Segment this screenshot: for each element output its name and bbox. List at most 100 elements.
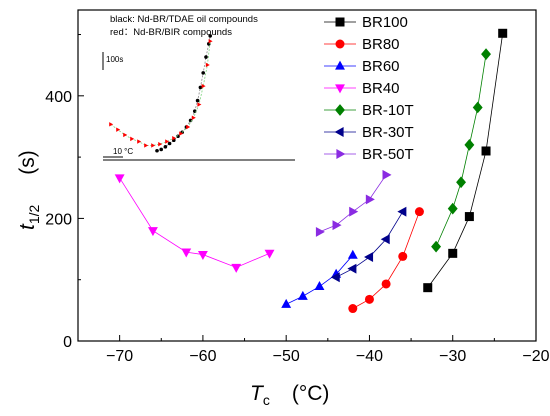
inset-black-point [201,71,205,75]
y-tick-label: 400 [45,89,72,106]
inset-black-curve [156,35,211,152]
inset-red-point [172,136,177,141]
data-point [364,252,374,262]
inset-black-point [195,98,200,103]
data-point [481,48,491,60]
x-tick-label: −60 [189,348,216,365]
legend-label: BR40 [362,80,400,97]
plot-frame [77,9,537,342]
series-br-50t [315,169,392,237]
x-tick-label: −40 [356,348,383,365]
inset-black-point [159,147,163,152]
series-br80 [348,207,424,314]
series-line [435,54,487,247]
data-point [472,101,483,114]
data-point [347,249,358,259]
inset-red-point [208,39,213,44]
inset-legend-red: red：Nd-BR/BIR compounds [110,27,232,38]
x-tick-label: −70 [106,348,133,365]
data-point [381,279,391,289]
inset-black-point [198,85,203,90]
legend-item: BR40 [324,80,400,97]
series-br100 [423,28,508,293]
data-point [147,227,158,237]
series-br60 [281,249,358,308]
data-point [397,206,407,217]
data-point [414,207,424,217]
inset-red-point [123,132,128,138]
legend-item: BR80 [324,36,400,53]
data-point [330,272,340,283]
inset-red-point [186,124,191,130]
x-tick-label: −20 [522,348,549,365]
legend-marker [336,149,346,159]
axis-labels: Tc (°C) t1/2(s) [16,150,329,408]
data-point [348,304,358,314]
data-point [365,194,375,205]
inset-black-point [176,134,180,139]
data-point [447,202,458,215]
y-tick-label: 0 [63,334,72,351]
series-line [427,33,504,288]
data-point [380,234,390,245]
y-axis-label: t1/2(s) [16,150,42,230]
series-br-30t [330,206,407,283]
inset-black-point [208,34,212,38]
series-line [119,177,270,268]
legend-marker [335,17,345,27]
data-series [114,28,508,314]
data-point [349,206,359,217]
data-point [448,248,458,258]
inset-red-point [109,122,114,127]
data-point [347,263,357,274]
data-point [423,283,433,293]
inset-legend-black: black: Nd-BR/TDAE oil compounds [110,14,258,25]
legend-item: BR100 [324,14,408,31]
data-point [456,176,467,189]
inset-red-point [197,102,202,107]
legend-item: BR-10T [324,102,414,119]
data-point [114,174,125,184]
data-point [181,248,192,258]
data-point [197,250,208,260]
inset-red-point [201,83,206,89]
legend-label: BR80 [362,36,400,53]
legend-item: BR-30T [324,124,414,141]
legend-label: BR-30T [362,124,414,141]
inset-black-point [163,145,168,149]
data-point [431,240,442,253]
data-point [382,169,392,180]
legend-item: BR60 [324,58,400,75]
inset-red-point [116,127,121,132]
data-point [231,263,242,273]
inset-red-point [205,62,210,68]
temp-scale-label: 10 °C [113,147,133,156]
legend-marker [335,60,345,70]
data-point [281,298,292,308]
y-tick-label: 200 [45,211,72,228]
data-point [315,226,325,237]
legend-marker [335,84,345,94]
inset-black-point [155,148,159,153]
series-line [335,211,404,278]
series-line [319,174,387,233]
data-point [464,212,474,222]
x-tick-label: −30 [439,348,466,365]
legend-label: BR-10T [362,102,414,119]
inset-plot: black: Nd-BR/TDAE oil compounds red：Nd-BR… [102,14,295,161]
inset-red-point [130,136,135,142]
series-line [286,254,354,305]
legend-label: BR60 [362,58,400,75]
legend-label: BR-50T [362,146,414,163]
series-line [352,211,420,309]
inset-red-point [179,131,184,136]
legend-label: BR100 [362,14,408,31]
inset-red-curve [110,41,211,146]
inset-red-point [158,141,163,147]
data-point [498,28,508,38]
data-point [464,139,475,151]
inset-red-point [137,139,142,144]
data-point [297,290,308,300]
legend-marker [335,39,345,49]
data-point [314,281,325,291]
